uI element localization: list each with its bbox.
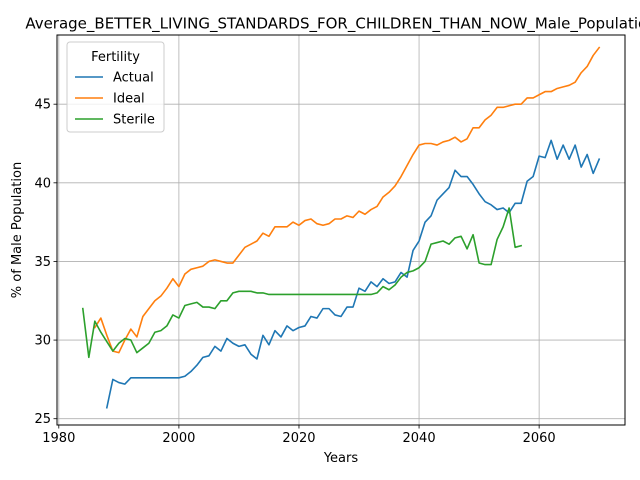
series-lines xyxy=(81,46,601,409)
x-tick-label: 2020 xyxy=(282,431,315,446)
series-line-ideal xyxy=(93,46,601,354)
y-tick-label: 25 xyxy=(34,412,51,427)
series-line-actual xyxy=(105,139,601,409)
x-axis-title: Years xyxy=(323,451,359,466)
chart-title: Average_BETTER_LIVING_STANDARDS_FOR_CHIL… xyxy=(25,15,640,34)
legend-title: Fertility xyxy=(91,50,140,65)
y-tick-label: 35 xyxy=(34,255,51,270)
x-tick-label: 1980 xyxy=(42,431,75,446)
y-axis-title: % of Male Population xyxy=(10,162,25,298)
legend-items: Actual Ideal Sterile xyxy=(75,71,155,128)
x-tick-label: 2040 xyxy=(403,431,436,446)
legend-label-actual: Actual xyxy=(113,71,154,86)
legend-label-sterile: Sterile xyxy=(113,113,155,128)
legend-label-ideal: Ideal xyxy=(113,92,145,107)
series-line-sterile xyxy=(81,207,523,359)
legend: Fertility Actual Ideal Sterile xyxy=(66,41,165,133)
y-tick-label: 30 xyxy=(34,334,51,349)
y-tick-label: 45 xyxy=(34,98,51,113)
legend-box xyxy=(66,41,165,133)
plot-frame xyxy=(56,34,626,426)
axis-ticks: 1980 2000 2020 2040 2060 25 30 35 40 45 xyxy=(34,98,555,446)
grid-lines xyxy=(57,35,625,425)
x-tick-label: 2060 xyxy=(523,431,556,446)
y-tick-label: 40 xyxy=(34,176,51,191)
x-tick-label: 2000 xyxy=(162,431,195,446)
